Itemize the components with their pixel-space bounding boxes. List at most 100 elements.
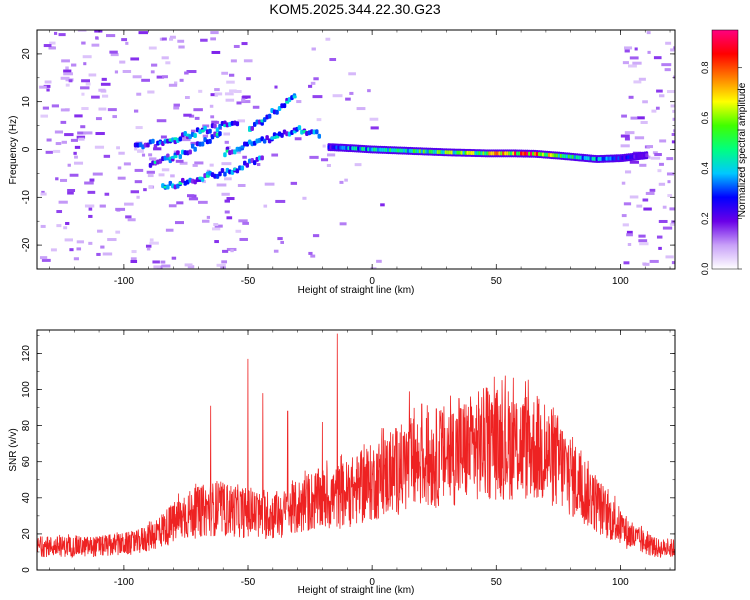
spectrogram-cell xyxy=(670,48,675,52)
spectrogram-cell xyxy=(200,38,208,42)
snr-ytick-label: 120 xyxy=(21,345,32,362)
spectrogram-xtick-label: 50 xyxy=(491,276,503,287)
spectrogram-cell xyxy=(664,68,671,72)
spectrogram-cell xyxy=(214,224,223,228)
spectrogram-cell xyxy=(658,162,664,166)
spectrogram-cell xyxy=(179,78,184,82)
spectrogram-cell xyxy=(65,83,70,87)
colorbar-label: Normalized spectral amplitude xyxy=(737,82,748,217)
spectrogram-cell xyxy=(672,117,675,121)
spectrogram-cell xyxy=(61,59,70,63)
spectrogram-cell xyxy=(145,244,152,248)
spectrogram-cell xyxy=(629,160,639,164)
spectrogram-cell xyxy=(621,181,626,185)
colorbar-tick-label: 0.8 xyxy=(700,61,710,74)
spectrogram-cell xyxy=(344,178,348,182)
spectrogram-cell xyxy=(64,133,74,137)
spectrogram-cell xyxy=(224,140,229,144)
spectrogram-cell xyxy=(367,89,371,93)
spectrogram-cell xyxy=(370,126,379,130)
spectrogram-cell xyxy=(214,92,223,96)
spectrogram-cell xyxy=(211,50,221,54)
spectrogram-cell xyxy=(178,136,183,142)
spectrogram-cell xyxy=(170,174,175,178)
spectrogram-cell xyxy=(670,104,675,108)
spectrogram-cell xyxy=(100,82,111,86)
spectrogram-cell xyxy=(55,142,62,146)
spectrogram-cell xyxy=(105,34,116,38)
spectrogram-cell xyxy=(236,101,242,105)
spectrogram-cell xyxy=(60,76,70,80)
spectrogram-cell xyxy=(263,204,268,208)
spectrogram-cell xyxy=(639,163,647,167)
spectrogram-cell xyxy=(135,126,143,130)
spectrogram-cell xyxy=(252,105,260,109)
colorbar-gradient xyxy=(711,29,739,270)
spectrogram-cell xyxy=(621,214,627,218)
spectrogram-cell xyxy=(100,89,107,93)
spectrogram-xlabel: Height of straight line (km) xyxy=(298,285,415,296)
spectrogram-cell xyxy=(322,144,326,148)
spectrogram-cell xyxy=(63,69,72,73)
spectrogram-cell xyxy=(223,152,227,158)
spectrogram-cell xyxy=(327,153,336,157)
spectrogram-cell xyxy=(73,161,84,165)
spectrogram-cell xyxy=(315,129,319,135)
spectrogram-cell xyxy=(173,103,180,107)
spectrogram-cell xyxy=(101,77,107,81)
spectrogram-cell xyxy=(132,75,142,79)
spectrogram-cell xyxy=(643,207,652,211)
spectrogram-cell xyxy=(214,88,220,92)
spectrogram-cell xyxy=(152,260,160,264)
spectrogram-cell xyxy=(275,109,279,115)
spectrogram-ytick-label: -10 xyxy=(21,190,32,205)
spectrogram-cell xyxy=(202,134,209,138)
spectrogram-cell xyxy=(88,241,93,245)
spectrogram-cell xyxy=(193,146,197,152)
spectrogram-cell xyxy=(81,92,85,96)
spectrogram-cell xyxy=(656,89,663,93)
spectrogram-cell xyxy=(81,41,86,45)
spectrogram-cell xyxy=(349,91,354,95)
spectrogram-cell xyxy=(153,143,158,149)
spectrogram-cell xyxy=(176,150,180,156)
spectrogram-cell xyxy=(125,215,132,219)
spectrogram-cell xyxy=(339,222,347,226)
spectrogram-cell xyxy=(221,71,229,75)
spectrogram-cell xyxy=(160,135,167,139)
spectrogram-cell xyxy=(208,128,212,134)
spectrogram-cell xyxy=(235,229,242,233)
spectrogram-cell xyxy=(237,119,246,123)
spectrogram-cell xyxy=(83,131,93,135)
spectrogram-cell xyxy=(182,138,191,142)
spectrogram-cell xyxy=(666,157,674,161)
spectrogram-cell xyxy=(224,199,230,203)
spectrogram-cell xyxy=(82,55,92,59)
spectrogram-cell xyxy=(239,237,248,241)
spectrogram-cell xyxy=(73,151,77,155)
snr-frame xyxy=(36,329,676,571)
spectrogram-cell xyxy=(147,90,155,94)
spectrogram-cell xyxy=(233,44,240,48)
spectrogram-cell xyxy=(312,234,320,238)
spectrogram-cell xyxy=(256,163,261,167)
spectrogram-cell xyxy=(198,200,208,204)
spectrogram-cell xyxy=(224,177,232,181)
spectrogram-cell xyxy=(212,227,221,231)
spectrogram-cell xyxy=(661,63,672,67)
spectrogram-ytick-label: 0 xyxy=(21,146,32,152)
spectrogram-cell xyxy=(85,82,91,86)
spectrogram-cell xyxy=(240,165,245,171)
spectrogram-cell xyxy=(206,169,210,173)
snr-xtick-label: -100 xyxy=(114,577,134,588)
spectrogram-cell xyxy=(242,95,251,99)
spectrogram-cell xyxy=(80,125,86,129)
spectrogram-cell xyxy=(216,183,227,187)
spectrogram-cell xyxy=(143,188,147,192)
spectrogram-cell xyxy=(74,145,81,149)
spectrogram-cell xyxy=(174,81,178,85)
spectrogram-cell xyxy=(211,120,218,124)
spectrogram-cell xyxy=(149,238,154,242)
spectrogram-cell xyxy=(81,107,89,111)
